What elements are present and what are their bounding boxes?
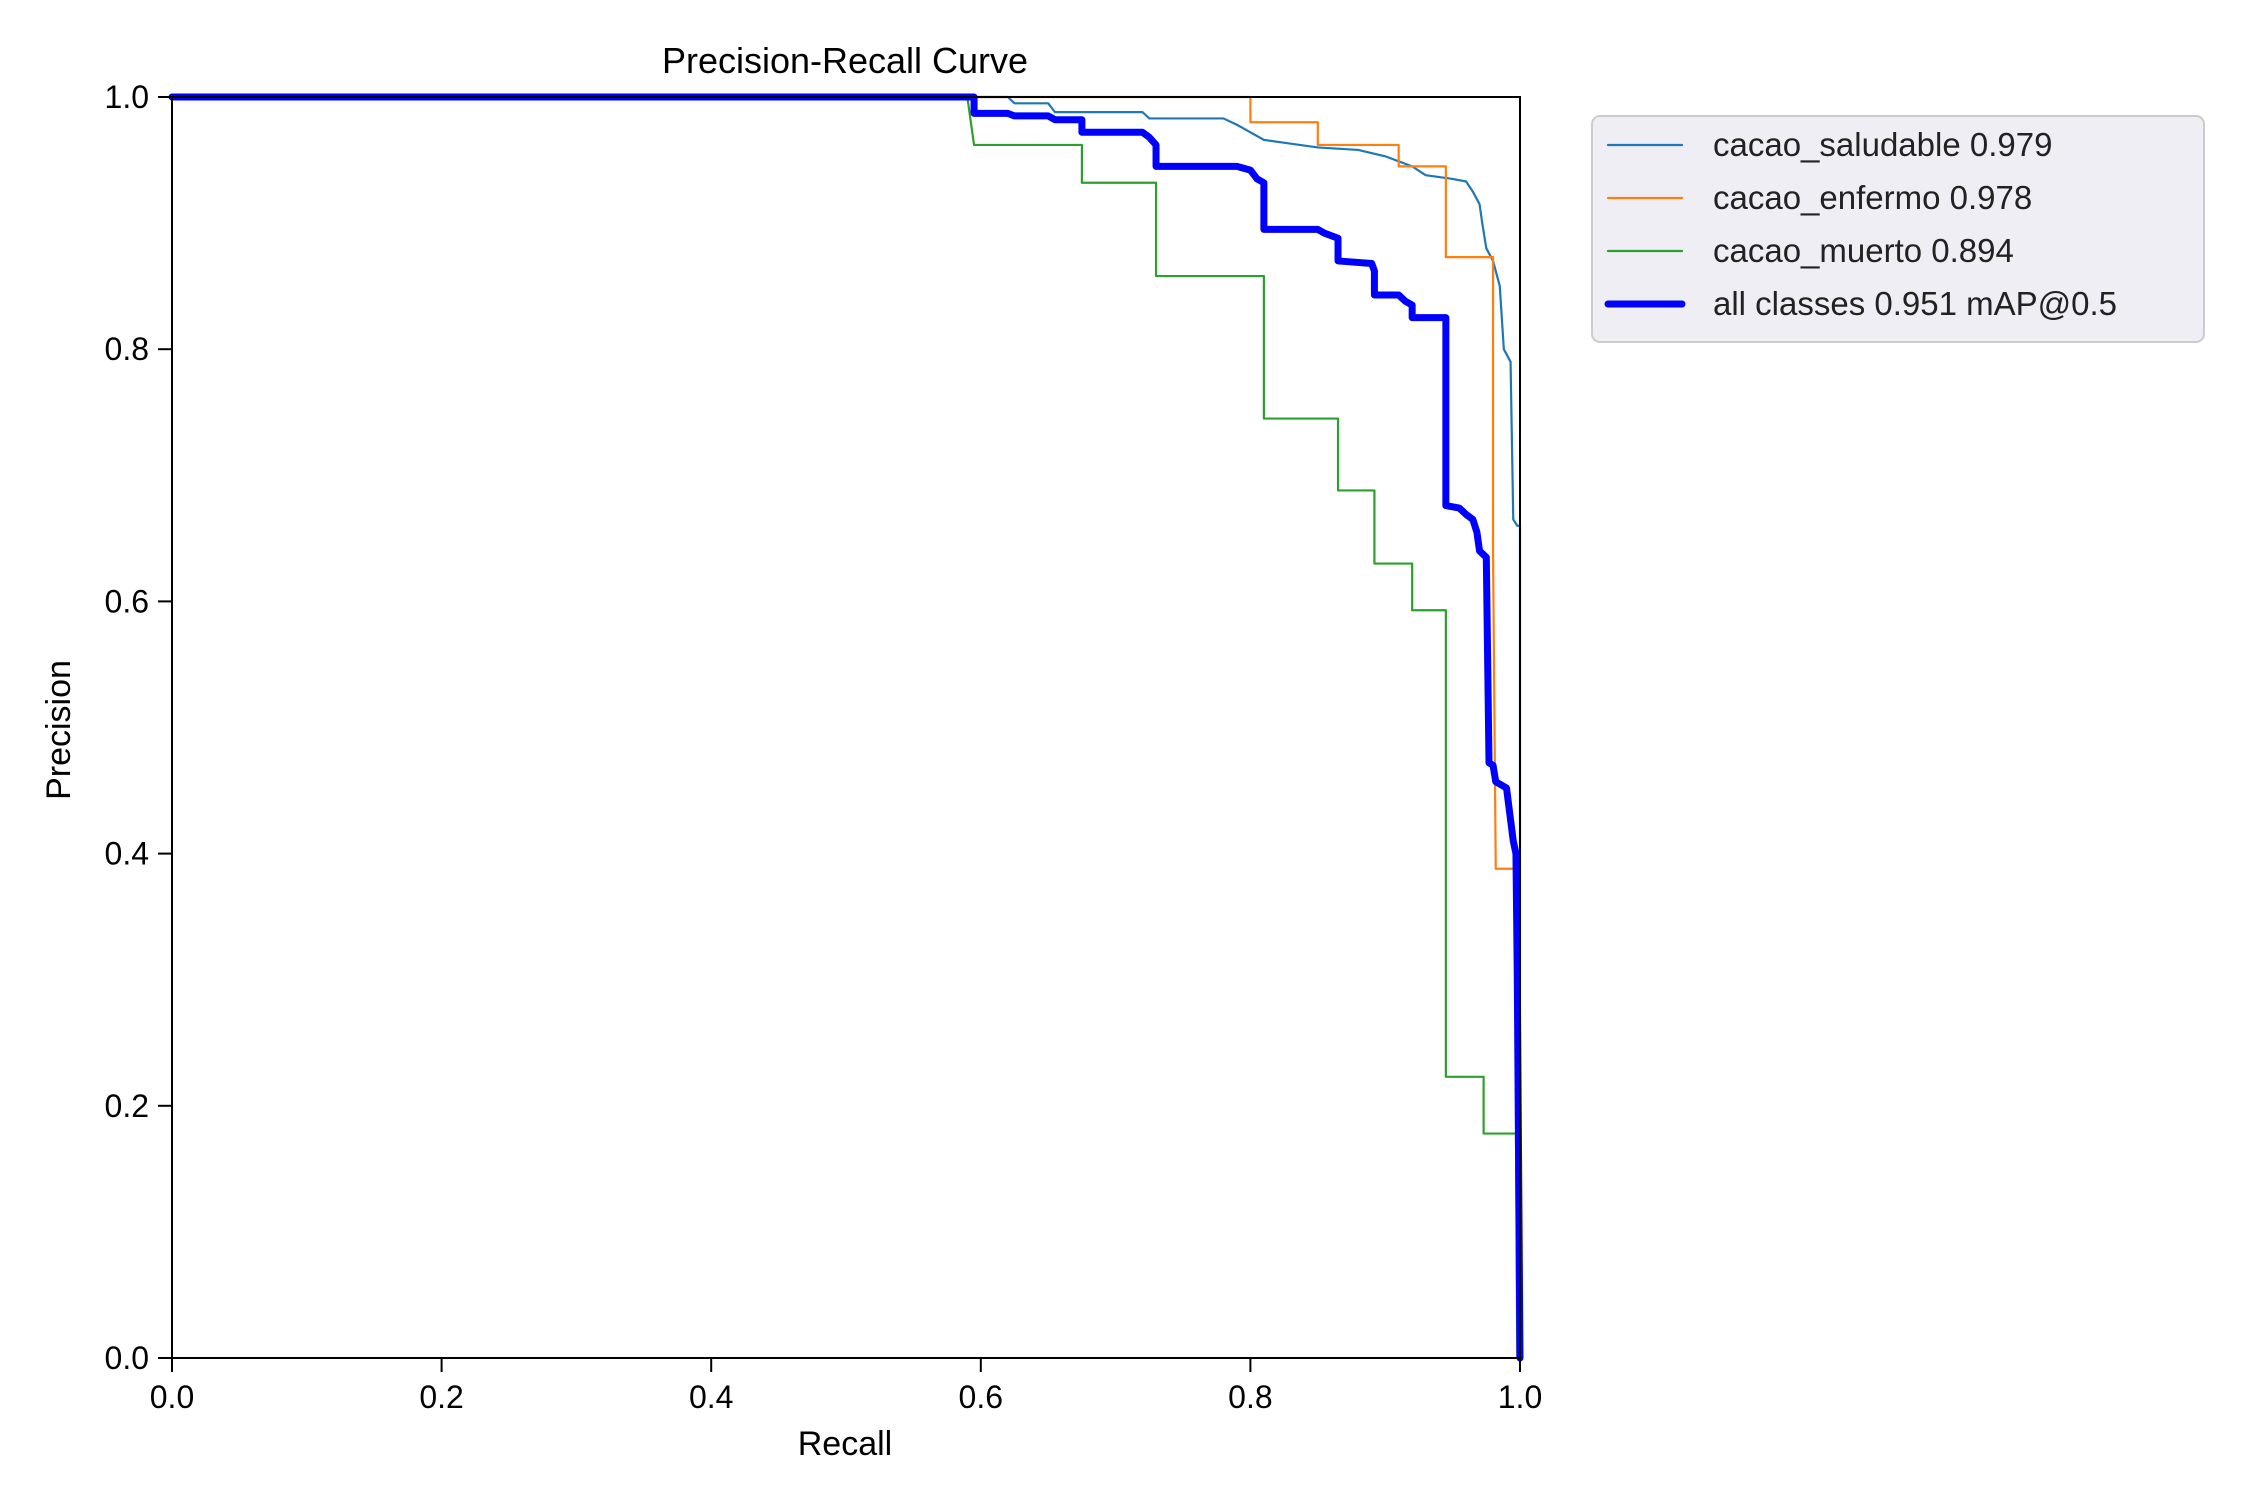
- legend: cacao_saludable 0.979 cacao_enfermo 0.978…: [1591, 115, 2205, 343]
- y-tick-label-4: 0.8: [105, 331, 149, 367]
- chart-title: Precision-Recall Curve: [662, 40, 1028, 81]
- y-tick-label-5: 1.0: [105, 79, 149, 115]
- x-axis-title: Recall: [798, 1425, 892, 1463]
- plot-layer: [168, 93, 1524, 1362]
- plot-area-background: [172, 97, 1520, 1358]
- legend-label-4: all classes 0.951 mAP@0.5: [1713, 285, 2117, 322]
- y-tick-label-2: 0.4: [105, 836, 149, 872]
- x-tick-label-0: 0.0: [150, 1379, 194, 1415]
- x-tick-label-4: 0.8: [1228, 1379, 1272, 1415]
- legend-box: [1591, 115, 2205, 343]
- title-layer: Precision-Recall Curve: [662, 40, 1028, 81]
- series-line-3: [170, 95, 1519, 1360]
- x-tick-label-3: 0.6: [959, 1379, 1003, 1415]
- y-tick-label-3: 0.6: [105, 583, 149, 619]
- x-tick-label-5: 1.0: [1498, 1379, 1542, 1415]
- series-line-2: [170, 95, 1522, 1360]
- plot-border: [171, 96, 1521, 1359]
- legend-label-2: cacao_enfermo 0.978: [1713, 179, 2032, 216]
- series-line-4: [168, 93, 1524, 1362]
- axes-layer: 0.0 0.2 0.4 0.6 0.8 1.0 0.0 0.2 0.4 0.6 0.8 1.0: [105, 79, 1543, 1415]
- y-tick-label-0: 0.0: [105, 1340, 149, 1376]
- y-axis-title: Precision: [40, 660, 78, 800]
- x-tick-label-2: 0.4: [689, 1379, 733, 1415]
- legend-label-1: cacao_saludable 0.979: [1713, 126, 2052, 163]
- x-tick-label-1: 0.2: [419, 1379, 463, 1415]
- y-tick-label-1: 0.2: [105, 1088, 149, 1124]
- labels-layer: Recall Precision: [40, 660, 892, 1463]
- legend-label-3: cacao_muerto 0.894: [1713, 232, 2014, 269]
